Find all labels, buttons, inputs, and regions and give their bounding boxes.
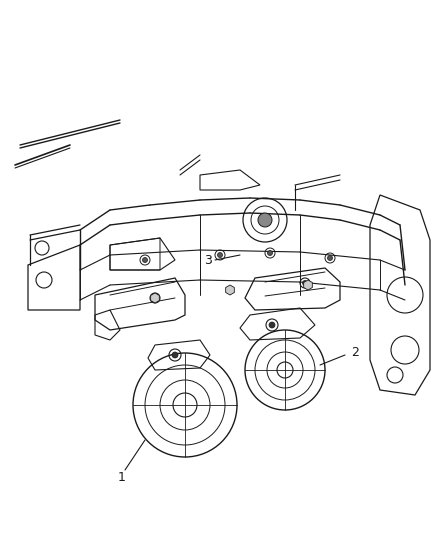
Circle shape — [217, 253, 222, 257]
Circle shape — [302, 280, 307, 286]
Circle shape — [267, 251, 272, 255]
Circle shape — [172, 352, 177, 358]
Circle shape — [142, 257, 147, 262]
Text: 1: 1 — [118, 472, 126, 484]
Text: 3: 3 — [204, 254, 212, 266]
Circle shape — [268, 322, 274, 328]
Circle shape — [258, 213, 272, 227]
Circle shape — [327, 255, 332, 261]
Text: 2: 2 — [350, 346, 358, 359]
